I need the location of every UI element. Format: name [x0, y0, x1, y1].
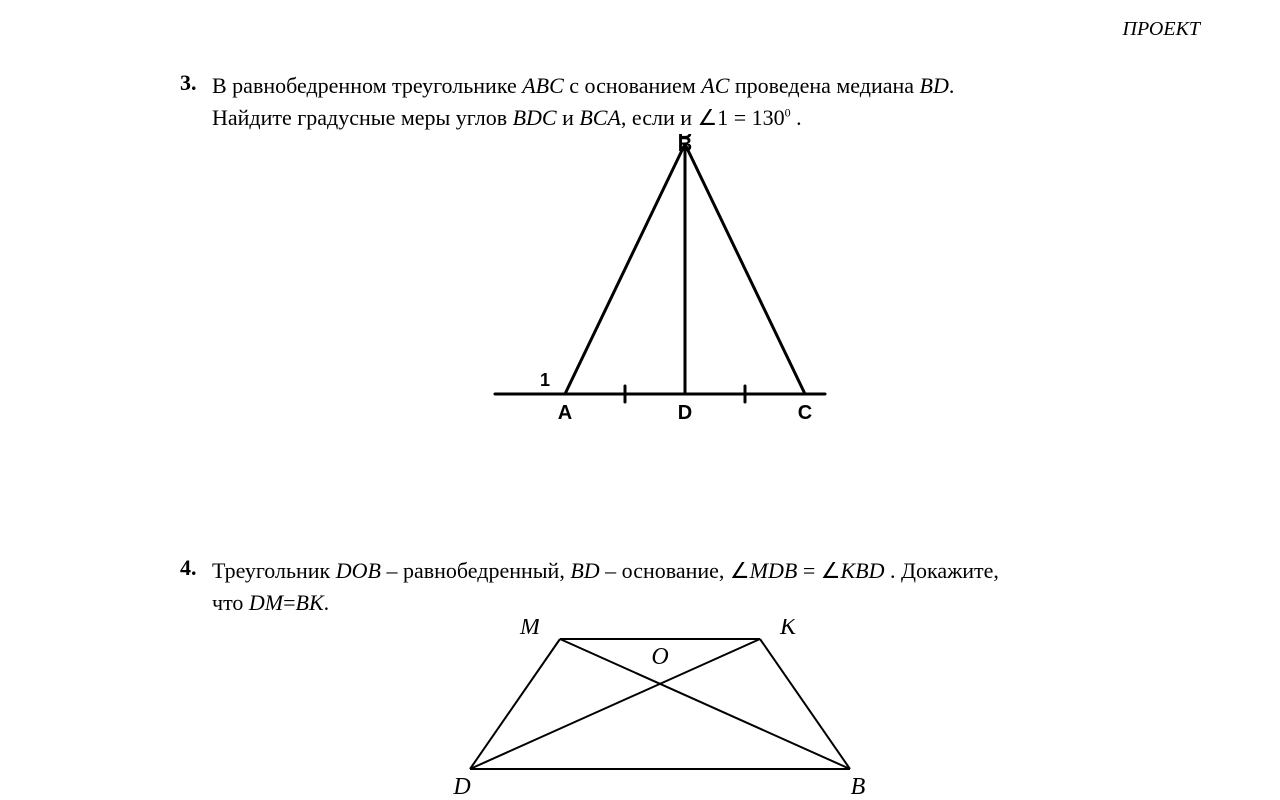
problem-4-figure: M K O D B	[180, 619, 1140, 799]
problem-4-number: 4.	[180, 555, 212, 581]
problem-4-text: Треугольник DOB – равнобедренный, BD – о…	[212, 555, 999, 619]
text: .	[791, 105, 802, 130]
text: – основание, ∠	[600, 558, 750, 583]
text-italic: ABC	[522, 73, 564, 98]
text-italic: AC	[701, 73, 729, 98]
label-m: M	[519, 619, 542, 640]
text-italic: KBD	[840, 558, 884, 583]
text-italic: DOB	[336, 558, 381, 583]
header-project-label: ПРОЕКТ	[1123, 18, 1200, 41]
label-k: K	[779, 619, 798, 640]
text: что	[212, 590, 249, 615]
label-b2: B	[851, 774, 866, 799]
label-c: C	[798, 402, 812, 424]
text: Найдите градусные меры углов	[212, 105, 513, 130]
problem-3-number: 3.	[180, 70, 212, 96]
text-italic: BD	[920, 73, 949, 98]
text: =	[283, 590, 295, 615]
text-italic: BCA	[579, 105, 621, 130]
text-italic: BDC	[513, 105, 557, 130]
label-a: A	[558, 402, 572, 424]
text-italic: BК	[296, 590, 324, 615]
text: с основанием	[564, 73, 701, 98]
problem-3-figure: B A D C 1	[180, 134, 1140, 434]
text: .	[324, 590, 330, 615]
text-italic: MDB	[750, 558, 798, 583]
label-d: D	[678, 402, 692, 424]
problem-3: 3. В равнобедренном треугольнике ABC с о…	[180, 70, 1140, 434]
problem-4: 4. Треугольник DOB – равнобедренный, BD …	[180, 555, 1140, 799]
label-d: D	[452, 774, 470, 799]
text: , если и ∠1 = 130	[621, 105, 785, 130]
text: и	[557, 105, 580, 130]
text-italic: BD	[570, 558, 599, 583]
triangle-abc-svg: B A D C 1	[425, 134, 895, 434]
text-italic: DM	[249, 590, 283, 615]
text: Треугольник	[212, 558, 336, 583]
triangle-dob-svg: M K O D B	[410, 619, 910, 799]
page: ПРОЕКТ 3. В равнобедренном треугольнике …	[0, 0, 1280, 800]
problem-3-text: В равнобедренном треугольнике ABC с осно…	[212, 70, 954, 134]
text: .	[949, 73, 955, 98]
figure1-b-label: B	[678, 134, 692, 157]
label-o: O	[651, 644, 668, 670]
label-angle-1: 1	[540, 370, 550, 390]
text: – равнобедренный,	[381, 558, 570, 583]
text: = ∠	[797, 558, 840, 583]
text: . Докажите,	[884, 558, 998, 583]
text: В равнобедренном треугольнике	[212, 73, 522, 98]
text: проведена медиана	[729, 73, 919, 98]
